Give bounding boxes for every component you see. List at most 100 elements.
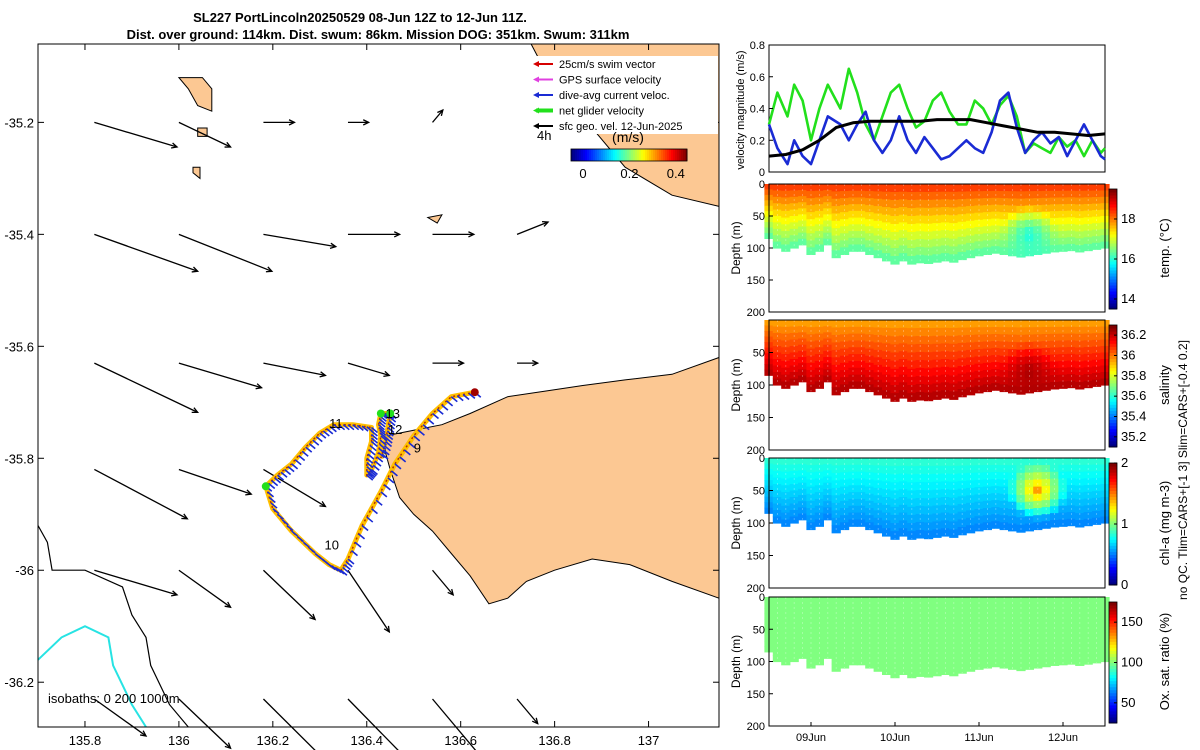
section-cell (1066, 464, 1076, 473)
section-cell (848, 204, 858, 212)
section-cell (999, 618, 1009, 626)
section-cell (772, 222, 782, 230)
section-cell (898, 359, 908, 368)
legend-cbar-cell (673, 149, 676, 161)
section-cell (957, 343, 967, 352)
section-cell (949, 223, 959, 232)
section-cell (999, 660, 1009, 669)
section-cell (781, 326, 791, 335)
section-cbar-cell (1109, 671, 1117, 676)
map-frame (37, 43, 720, 728)
section-cell (814, 624, 824, 632)
section-cell (940, 207, 950, 216)
section-cell (999, 493, 1009, 502)
section-cell (898, 382, 908, 391)
section-cell (932, 612, 942, 622)
section-cell (1058, 498, 1068, 507)
dive-avg-vector (367, 473, 375, 480)
map-x-tick-label: 136.6 (444, 733, 477, 748)
section-cell (1041, 184, 1051, 192)
section-cell (806, 597, 816, 605)
section-cell (1041, 645, 1051, 654)
section-cell (772, 241, 782, 249)
section-cell (924, 199, 934, 209)
section-cell (1066, 210, 1076, 218)
section-cell (1024, 219, 1034, 228)
section-cell (966, 495, 976, 504)
section-cell (1066, 650, 1076, 658)
section-cell (772, 216, 782, 223)
section-cell (991, 327, 1001, 335)
section-cell (1033, 632, 1043, 641)
section-cbar-cell (1109, 392, 1117, 396)
section-cell (907, 514, 917, 524)
section-cell (789, 216, 799, 223)
section-cell (848, 244, 858, 252)
section-cell (865, 479, 875, 488)
section-cell (924, 644, 934, 654)
section-cell (1066, 353, 1076, 362)
section-cell (806, 384, 816, 393)
section-cell (999, 362, 1009, 371)
section-cell (949, 230, 959, 240)
section-cell (982, 327, 992, 335)
section-cell (840, 465, 850, 473)
section-cell (1016, 648, 1026, 657)
section-cell (890, 344, 900, 354)
section-cell (949, 644, 959, 653)
section-cell (814, 184, 824, 192)
section-cell (898, 512, 908, 521)
section-cell (957, 519, 967, 528)
dive-avg-vector (366, 516, 374, 523)
section-cell (999, 508, 1009, 516)
day-label: 10 (324, 538, 338, 553)
section-cell (1050, 190, 1060, 199)
section-cell (798, 232, 808, 240)
section-cell (865, 212, 875, 220)
section-cell (840, 226, 850, 234)
section-cell (974, 516, 984, 525)
section-cell (873, 517, 883, 526)
section-cell (991, 514, 1001, 522)
section-cell (1083, 464, 1093, 473)
section-cell (1075, 610, 1085, 619)
section-cell (781, 381, 791, 389)
section-cell (991, 472, 1001, 480)
section-cell (924, 620, 934, 630)
section-cell (1050, 464, 1060, 473)
section-cell (1016, 320, 1026, 329)
section-cbar-cell (1109, 605, 1117, 609)
section-cell (999, 205, 1009, 213)
legend-colorbar: 0 0.2 0.4 (570, 148, 688, 181)
section-cell (1024, 479, 1034, 488)
section-cbar-cell (1109, 300, 1117, 304)
section-cbar-cell (1109, 533, 1117, 537)
section-cell (1058, 224, 1068, 232)
surface-current-arrows (93, 108, 550, 750)
section-cell (806, 508, 816, 516)
dive-avg-vector (296, 536, 304, 543)
section-cell (831, 472, 841, 482)
dive-avg-vector (268, 482, 276, 490)
section-cell (865, 472, 875, 481)
dive-avg-vector (441, 404, 449, 411)
section-cell (991, 597, 1001, 605)
section-cell (831, 228, 841, 237)
section-cell (940, 230, 950, 239)
section-cell (1033, 240, 1043, 248)
current-arrow (347, 698, 399, 750)
section-cell (932, 335, 942, 345)
section-cell (1016, 249, 1026, 258)
section-cell (890, 232, 900, 241)
section-cell (1058, 492, 1068, 500)
section-cell (814, 603, 824, 612)
current-arrow-head (393, 231, 402, 238)
section-cell (966, 349, 976, 358)
section-cell (1024, 184, 1034, 192)
current-arrow-head (191, 266, 200, 273)
section-cell (865, 611, 875, 619)
section-cell (890, 385, 900, 394)
section-cell (940, 327, 950, 337)
section-cell (974, 647, 984, 656)
section-cell (1008, 479, 1018, 488)
